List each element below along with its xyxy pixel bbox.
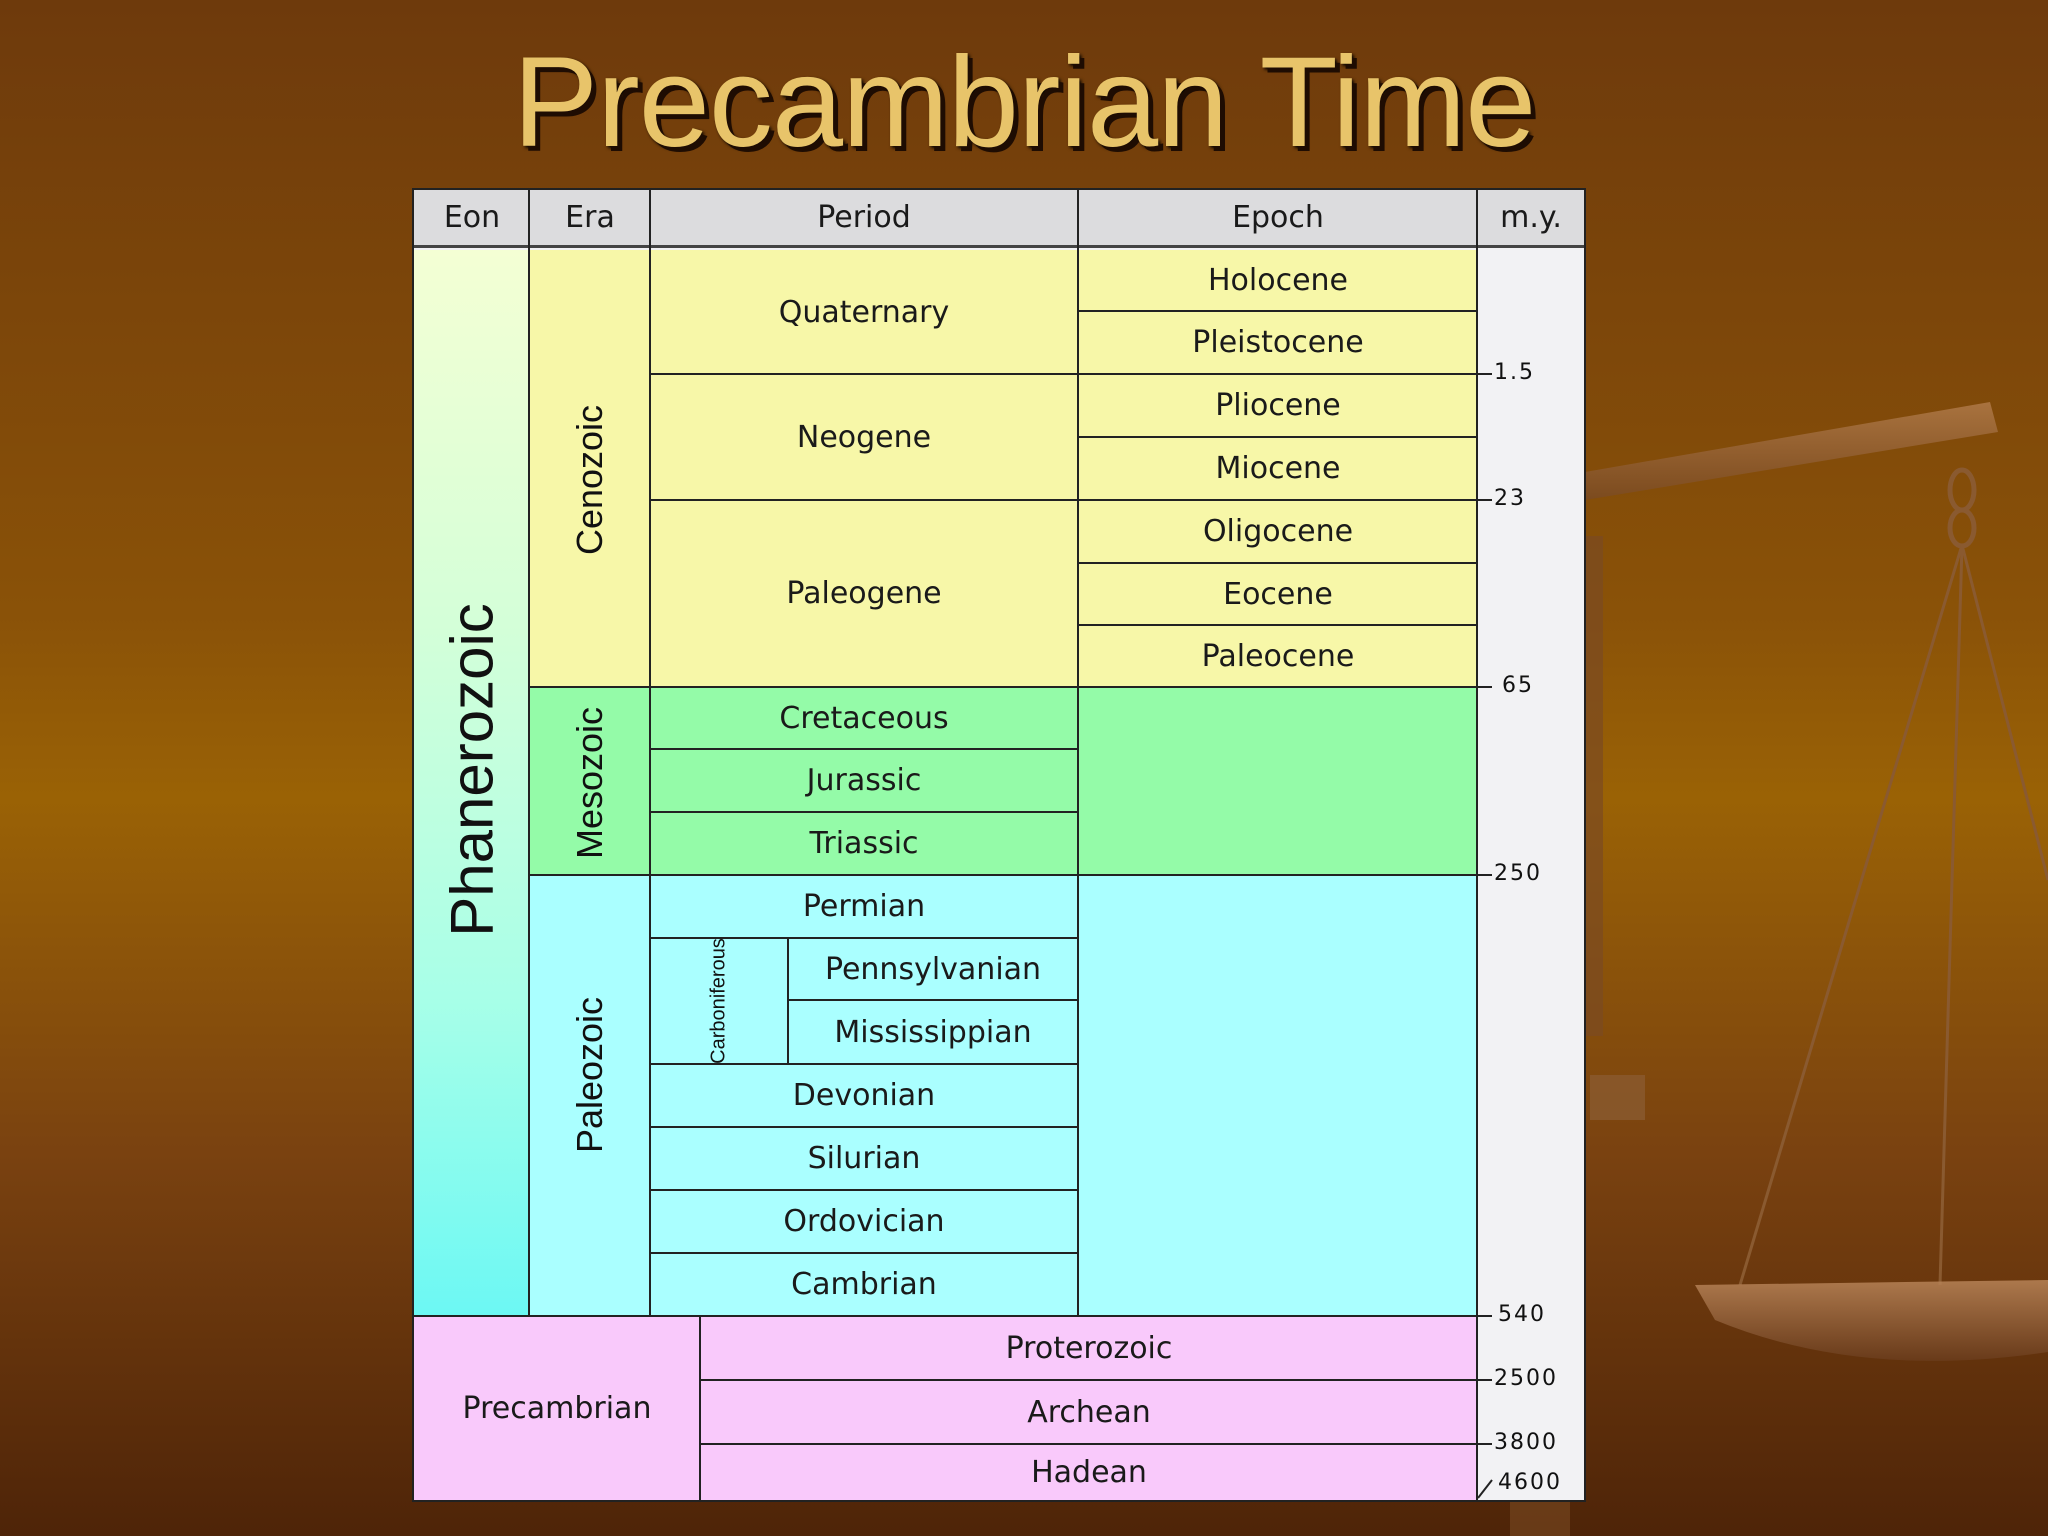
- boundary-23: 23: [1494, 486, 1526, 511]
- era-mesozoic: [530, 687, 650, 875]
- boundary-1-5: 1.5: [1494, 360, 1535, 385]
- eon-proterozoic: Proterozoic: [700, 1316, 1478, 1380]
- period-cambrian: Cambrian: [650, 1253, 1078, 1316]
- geologic-time-table: Eon Era Period Epoch m.y. Phanerozoic Ce…: [412, 188, 1586, 1502]
- boundary-2500: 2500: [1494, 1366, 1558, 1391]
- epoch-paleozoic-blank: [1078, 875, 1478, 1316]
- boundary-65: 65: [1502, 673, 1534, 698]
- boundary-4600: 4600: [1498, 1470, 1562, 1495]
- header-period: Period: [650, 190, 1078, 248]
- period-ordovician: Ordovician: [650, 1190, 1078, 1253]
- period-neogene: Neogene: [650, 374, 1078, 500]
- period-jurassic: Jurassic: [650, 749, 1078, 812]
- epoch-pleistocene: Pleistocene: [1078, 311, 1478, 374]
- epoch-oligocene: Oligocene: [1078, 500, 1478, 563]
- header-eon: Eon: [414, 190, 530, 248]
- boundary-4600-tick: [1478, 1479, 1493, 1499]
- eon-phanerozoic: [414, 250, 530, 1316]
- period-pennsylvanian: Pennsylvanian: [788, 938, 1078, 1000]
- period-devonian: Devonian: [650, 1064, 1078, 1127]
- epoch-eocene: Eocene: [1078, 563, 1478, 625]
- epoch-holocene: Holocene: [1078, 250, 1478, 311]
- epoch-miocene: Miocene: [1078, 437, 1478, 500]
- header-my: m.y.: [1478, 190, 1584, 248]
- period-triassic: Triassic: [650, 812, 1078, 875]
- period-cretaceous: Cretaceous: [650, 687, 1078, 749]
- period-paleogene: Paleogene: [650, 500, 1078, 687]
- boundary-540: 540: [1498, 1302, 1546, 1327]
- eon-hadean: Hadean: [700, 1444, 1478, 1500]
- epoch-pliocene: Pliocene: [1078, 374, 1478, 437]
- epoch-mesozoic-blank: [1078, 687, 1478, 875]
- eon-phanerozoic-label: Phanerozoic: [438, 603, 506, 937]
- period-quaternary: Quaternary: [650, 250, 1078, 374]
- slide-title: Precambrian Time: [512, 31, 1537, 174]
- period-silurian: Silurian: [650, 1127, 1078, 1190]
- boundary-3800: 3800: [1494, 1430, 1558, 1455]
- era-paleozoic: [530, 875, 650, 1316]
- boundary-250: 250: [1494, 861, 1542, 886]
- period-mississippian: Mississippian: [788, 1000, 1078, 1064]
- period-carboniferous-label: Carboniferous: [707, 938, 730, 1064]
- period-permian: Permian: [650, 875, 1078, 938]
- era-paleozoic-label: Paleozoic: [569, 996, 610, 1154]
- header-epoch: Epoch: [1078, 190, 1478, 248]
- eon-precambrian: Precambrian: [414, 1316, 700, 1500]
- eon-archean: Archean: [700, 1380, 1478, 1444]
- epoch-paleocene: Paleocene: [1078, 625, 1478, 687]
- period-carboniferous: [650, 938, 788, 1064]
- era-mesozoic-label: Mesozoic: [569, 706, 610, 860]
- era-cenozoic-label: Cenozoic: [569, 404, 610, 556]
- header-era: Era: [530, 190, 650, 248]
- era-cenozoic: [530, 250, 650, 687]
